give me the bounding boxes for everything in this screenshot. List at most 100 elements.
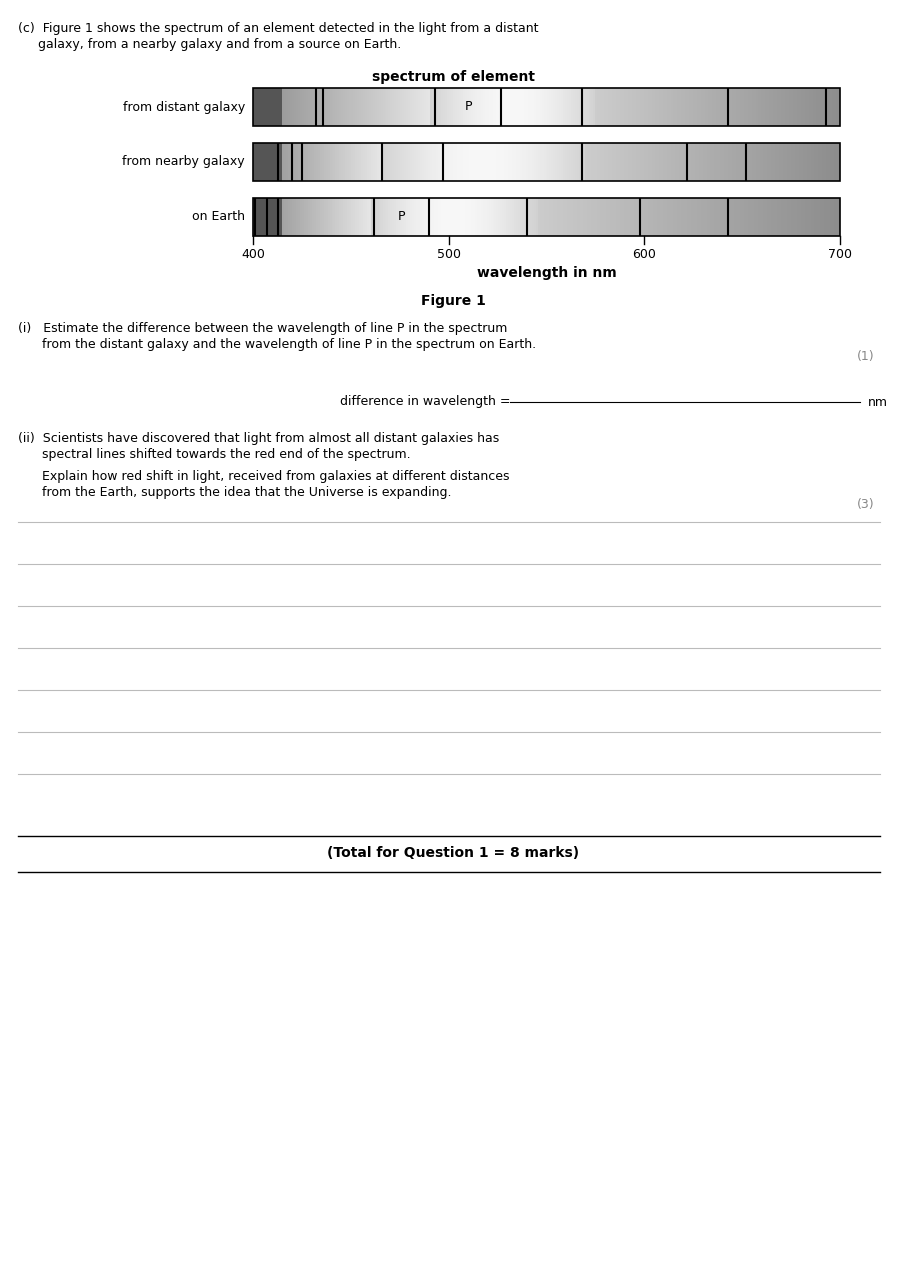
Bar: [712, 198, 715, 236]
Bar: [310, 198, 312, 236]
Bar: [487, 143, 489, 181]
Bar: [359, 198, 361, 236]
Bar: [602, 88, 604, 127]
Bar: [378, 143, 381, 181]
Bar: [447, 143, 449, 181]
Bar: [614, 143, 616, 181]
Bar: [813, 143, 814, 181]
Bar: [442, 88, 444, 127]
Bar: [489, 143, 491, 181]
Bar: [282, 198, 285, 236]
Bar: [560, 88, 561, 127]
Bar: [687, 198, 688, 236]
Bar: [597, 88, 599, 127]
Bar: [550, 143, 551, 181]
Bar: [334, 198, 336, 236]
Bar: [620, 143, 622, 181]
Bar: [805, 88, 806, 127]
Bar: [532, 88, 533, 127]
Bar: [506, 88, 508, 127]
Bar: [491, 88, 493, 127]
Bar: [455, 88, 457, 127]
Bar: [732, 88, 734, 127]
Bar: [806, 198, 808, 236]
Bar: [791, 88, 793, 127]
Bar: [612, 88, 614, 127]
Bar: [452, 143, 454, 181]
Bar: [677, 143, 679, 181]
Bar: [775, 143, 777, 181]
Bar: [494, 88, 496, 127]
Bar: [730, 143, 732, 181]
Bar: [622, 88, 624, 127]
Bar: [463, 143, 465, 181]
Bar: [651, 198, 654, 236]
Bar: [257, 88, 258, 127]
Text: 600: 600: [632, 248, 657, 261]
Bar: [710, 88, 712, 127]
Bar: [779, 198, 781, 236]
Bar: [632, 88, 634, 127]
Bar: [324, 88, 326, 127]
Bar: [396, 143, 398, 181]
Bar: [418, 198, 420, 236]
Bar: [541, 88, 543, 127]
Bar: [769, 198, 771, 236]
Bar: [469, 198, 471, 236]
Bar: [656, 88, 658, 127]
Bar: [600, 88, 602, 127]
Bar: [445, 143, 447, 181]
Bar: [414, 143, 416, 181]
Bar: [327, 198, 329, 236]
Bar: [766, 88, 767, 127]
Bar: [823, 198, 824, 236]
Bar: [538, 88, 540, 127]
Bar: [836, 143, 838, 181]
Bar: [668, 143, 669, 181]
Bar: [767, 143, 769, 181]
Bar: [818, 198, 820, 236]
Bar: [585, 198, 587, 236]
Bar: [771, 143, 774, 181]
Bar: [533, 143, 536, 181]
Bar: [805, 198, 806, 236]
Bar: [746, 88, 747, 127]
Bar: [567, 198, 569, 236]
Bar: [434, 198, 435, 236]
Bar: [329, 88, 332, 127]
Bar: [502, 143, 504, 181]
Bar: [385, 143, 386, 181]
Bar: [461, 143, 463, 181]
Bar: [471, 143, 473, 181]
Bar: [339, 88, 341, 127]
Bar: [455, 143, 457, 181]
Bar: [744, 198, 746, 236]
Bar: [700, 198, 703, 236]
Bar: [317, 88, 320, 127]
Bar: [695, 143, 697, 181]
Bar: [724, 88, 727, 127]
Bar: [508, 143, 510, 181]
Bar: [715, 198, 717, 236]
Bar: [277, 198, 278, 236]
Bar: [378, 88, 381, 127]
Text: nm: nm: [868, 395, 888, 409]
Bar: [730, 198, 732, 236]
Bar: [795, 88, 797, 127]
Bar: [750, 143, 752, 181]
Bar: [371, 143, 373, 181]
Bar: [573, 143, 575, 181]
Bar: [752, 143, 754, 181]
Bar: [353, 88, 355, 127]
Bar: [484, 198, 487, 236]
Bar: [457, 88, 459, 127]
Bar: [644, 198, 646, 236]
Bar: [297, 88, 298, 127]
Bar: [766, 143, 767, 181]
Bar: [393, 143, 395, 181]
Bar: [270, 143, 273, 181]
Bar: [310, 143, 312, 181]
Bar: [533, 198, 536, 236]
Bar: [402, 88, 405, 127]
Bar: [718, 198, 720, 236]
